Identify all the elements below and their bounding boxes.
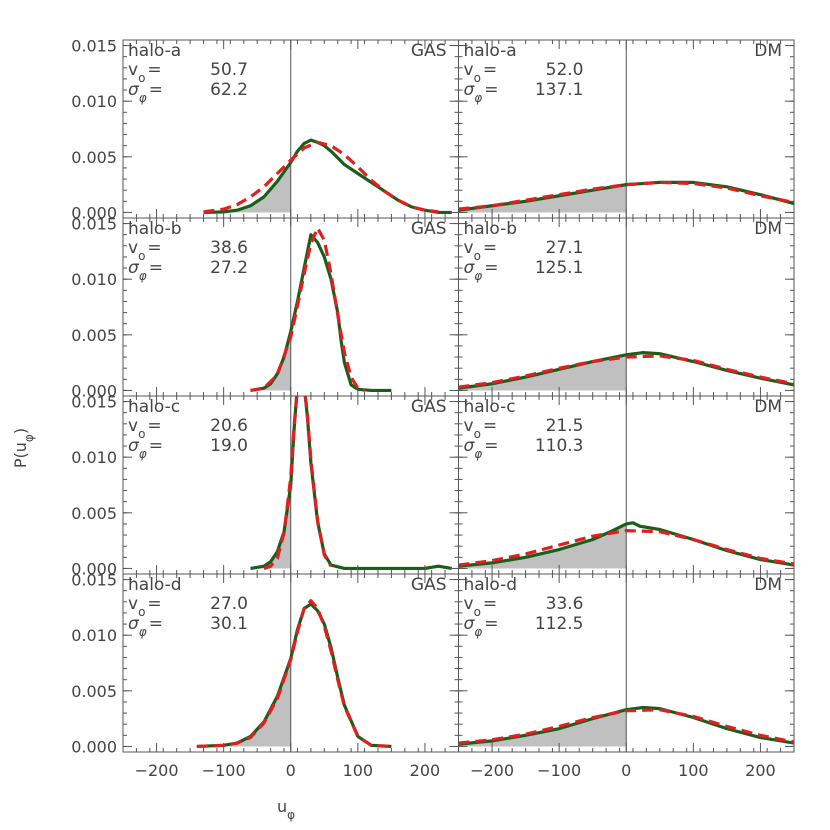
x-tick-label: 200 [410, 761, 441, 780]
panel-plot-area [458, 574, 794, 752]
model-curve [458, 180, 794, 211]
y-tick-label: 0.000 [71, 737, 117, 756]
x-tick-label: 0 [286, 761, 296, 780]
model-curve [458, 529, 794, 567]
panel-halo-a-dm: halo-a DM vo = 52.0σφ = 137.1 [458, 39, 795, 219]
y-tick-label: 0.005 [71, 504, 117, 523]
sigma-annotation: σφ = 112.5 [464, 614, 584, 639]
component-label: DM [754, 41, 782, 61]
component-label: GAS [411, 575, 447, 595]
panel-halo-d-dm: −200 −100 0 100 200 halo-d DM vo = 33.6σφ = 112.5 [458, 573, 795, 780]
component-label: DM [754, 397, 782, 417]
model-curve [458, 354, 794, 389]
model-curve [196, 599, 392, 749]
y-tick-label: 0.010 [71, 448, 117, 467]
sigma-annotation: σφ = 30.1 [128, 614, 248, 639]
measured-curve [458, 521, 794, 568]
halo-label: halo-c [128, 397, 180, 417]
vo-annotation: vo = 50.7 [128, 60, 248, 85]
vo-annotation: vo = 20.6 [128, 416, 248, 441]
panel-halo-d-gas: 0.000 0.005 0.010 0.015 −200 −100 0 100 200 halo-… [71, 571, 459, 780]
x-tick-label: −200 [470, 761, 514, 780]
measured-curve [250, 233, 392, 393]
sigma-annotation: σφ = 62.2 [128, 80, 248, 105]
halo-label: halo-c [464, 397, 516, 417]
y-tick-label: 0.010 [71, 626, 117, 645]
vo-annotation: vo = 52.0 [464, 60, 584, 85]
x-tick-label: 200 [745, 761, 776, 780]
halo-label: halo-b [464, 219, 518, 239]
shaded-area [196, 658, 291, 747]
halo-label: halo-d [128, 575, 182, 595]
panel-plot-area [458, 396, 794, 574]
panel-halo-c-dm: halo-c DM vo = 21.5σφ = 110.3 [458, 395, 795, 575]
panel-grid: 0.000 0.005 0.010 0.015 halo-a GAS vo = 50.7σφ = 6… [71, 37, 795, 780]
component-label: GAS [411, 397, 447, 417]
panel-plot-area [250, 396, 453, 574]
shaded-area [250, 485, 291, 569]
halo-label: halo-d [464, 575, 518, 595]
sigma-annotation: σφ = 137.1 [464, 80, 584, 105]
halo-label: halo-a [464, 41, 517, 61]
vo-annotation: vo = 38.6 [128, 238, 248, 263]
y-tick-label: 0.015 [71, 393, 117, 412]
y-tick-label: 0.015 [71, 37, 117, 56]
panel-plot-area [250, 218, 392, 396]
sigma-annotation: σφ = 19.0 [128, 436, 248, 461]
model-curve [458, 708, 794, 745]
panel-halo-c-gas: 0.000 0.005 0.010 0.015 halo-c GAS vo = 20.6σφ = 1… [71, 393, 459, 578]
y-tick-label: 0.010 [71, 92, 117, 111]
panel-plot-area [196, 574, 392, 752]
panel-halo-b-gas: 0.000 0.005 0.010 0.015 halo-b GAS vo = 38.6σφ = 2… [71, 215, 459, 400]
vo-annotation: vo = 27.0 [128, 594, 248, 619]
panel-halo-b-dm: halo-b DM vo = 27.1σφ = 125.1 [458, 217, 795, 397]
x-axis-title: uφ [277, 797, 295, 822]
shaded-area [458, 709, 627, 747]
x-tick-label: 100 [343, 761, 374, 780]
x-tick-label: −100 [537, 761, 581, 780]
panel-halo-a-gas: 0.000 0.005 0.010 0.015 halo-a GAS vo = 50.7σφ = 6… [71, 37, 459, 222]
y-tick-label: 0.005 [71, 326, 117, 345]
x-tick-label: −100 [202, 761, 246, 780]
x-tick-label: 0 [621, 761, 631, 780]
panel-plot-area [458, 40, 794, 218]
shaded-area [250, 331, 291, 391]
y-tick-label: 0.015 [71, 215, 117, 234]
y-tick-label: 0.000 [71, 381, 117, 400]
sigma-annotation: σφ = 125.1 [464, 258, 584, 283]
y-tick-label: 0.015 [71, 571, 117, 590]
x-tick-label: 100 [678, 761, 709, 780]
component-label: GAS [411, 41, 447, 61]
component-label: DM [754, 219, 782, 239]
vo-annotation: vo = 27.1 [464, 238, 584, 263]
component-label: GAS [411, 219, 447, 239]
sigma-annotation: σφ = 27.2 [128, 258, 248, 283]
shaded-area [203, 162, 291, 213]
model-curve [203, 140, 439, 214]
model-curve [263, 396, 333, 570]
panel-plot-area [203, 40, 452, 218]
y-axis-title: P(uφ) [11, 428, 36, 468]
shaded-area [458, 523, 627, 569]
panel-plot-area [458, 218, 794, 396]
vo-annotation: vo = 21.5 [464, 416, 584, 441]
halo-label: halo-a [128, 41, 181, 61]
model-curve [250, 226, 366, 393]
component-label: DM [754, 575, 782, 595]
y-tick-label: 0.005 [71, 682, 117, 701]
y-tick-label: 0.000 [71, 559, 117, 578]
halo-label: halo-b [128, 219, 182, 239]
x-tick-label: −200 [135, 761, 179, 780]
y-tick-label: 0.005 [71, 148, 117, 167]
vo-annotation: vo = 33.6 [464, 594, 584, 619]
y-tick-label: 0.000 [71, 203, 117, 222]
sigma-annotation: σφ = 110.3 [464, 436, 584, 461]
y-tick-label: 0.010 [71, 270, 117, 289]
